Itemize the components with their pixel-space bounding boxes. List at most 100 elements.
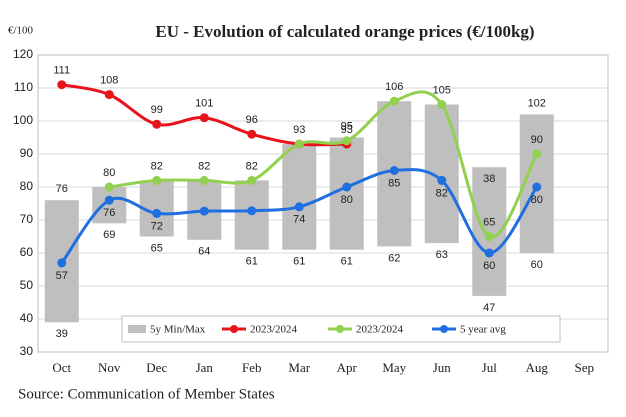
point (294, 202, 304, 212)
point (104, 90, 114, 100)
point (484, 232, 494, 241)
data-label: 85 (388, 177, 400, 189)
data-label: 111 (53, 65, 70, 77)
legend-label: 5 year avg (460, 324, 506, 336)
y-tick-label: 60 (20, 245, 34, 259)
range-bar (92, 187, 127, 224)
min-label: 39 (56, 328, 68, 340)
x-tick-label: Jul (482, 360, 498, 375)
source: Source: Communication of Member States (18, 386, 275, 402)
min-label: 60 (531, 259, 543, 271)
range-bar (282, 144, 317, 250)
data-label: 60 (483, 260, 495, 272)
legend-swatch (128, 325, 146, 333)
max-label: 102 (528, 97, 546, 109)
y-tick-label: 120 (13, 47, 33, 61)
point (152, 208, 162, 218)
annotation: 38 (483, 173, 495, 185)
data-label: 80 (103, 167, 115, 179)
data-label: 82 (246, 160, 258, 172)
point (199, 175, 209, 185)
y-tick-label: 50 (20, 278, 34, 292)
data-label: 80 (531, 194, 543, 206)
y-tick-label: 100 (13, 113, 33, 127)
legend-swatch (440, 325, 448, 333)
y-tick-label: 70 (20, 212, 34, 226)
legend-label: 2023/2024 (356, 324, 404, 336)
point (532, 149, 542, 159)
point (199, 206, 209, 216)
data-label: 101 (195, 98, 213, 110)
point (104, 195, 114, 205)
legend-swatch (336, 325, 344, 333)
data-label: 108 (100, 75, 118, 87)
x-tick-label: Jan (196, 360, 214, 375)
data-label: 72 (151, 220, 163, 232)
y-tick-label: 40 (20, 311, 34, 325)
point (342, 182, 352, 192)
point (389, 166, 399, 175)
max-label: 76 (56, 183, 68, 195)
min-label: 69 (103, 229, 115, 241)
x-tick-label: Mar (288, 360, 310, 375)
y-tick-label: 30 (20, 344, 34, 358)
min-label: 64 (198, 246, 210, 258)
data-label: 82 (151, 160, 163, 172)
data-label: 99 (151, 104, 163, 116)
point (294, 139, 304, 149)
data-label: 105 (433, 84, 451, 96)
x-tick-label: Jun (433, 360, 452, 375)
y-axis-label: €/100 (8, 25, 34, 37)
data-label: 93 (341, 124, 353, 136)
min-label: 62 (388, 252, 400, 264)
point (532, 182, 542, 192)
min-label: 61 (341, 256, 353, 268)
point (104, 182, 114, 192)
point (247, 206, 257, 216)
data-label: 82 (436, 187, 448, 199)
data-label: 57 (56, 270, 68, 282)
chart-title: EU - Evolution of calculated orange pric… (155, 22, 534, 41)
legend-label: 5y Min/Max (150, 324, 206, 336)
y-tick-label: 80 (20, 179, 34, 193)
y-tick-label: 110 (14, 80, 33, 94)
point (484, 248, 494, 258)
x-tick-label: Feb (242, 360, 262, 375)
point (437, 175, 447, 185)
data-label: 106 (385, 81, 403, 93)
min-label: 47 (483, 302, 495, 314)
x-tick-label: Aug (526, 360, 549, 375)
data-label: 90 (531, 134, 543, 146)
x-tick-label: Sep (575, 360, 595, 375)
x-tick-label: Dec (146, 360, 167, 375)
point (152, 175, 162, 185)
max-label: 95 (341, 120, 353, 132)
point (389, 96, 399, 106)
min-label: 63 (436, 249, 448, 261)
data-label: 74 (293, 214, 305, 226)
range-bar (329, 137, 364, 250)
point (57, 80, 67, 90)
data-label: 80 (341, 194, 353, 206)
legend-label: 2023/2024 (250, 324, 298, 336)
data-label: 93 (293, 124, 305, 136)
x-tick-label: May (382, 360, 406, 375)
point (57, 258, 67, 268)
point (247, 129, 257, 139)
point (342, 136, 352, 146)
legend-swatch (230, 325, 238, 333)
plot-border (37, 54, 609, 353)
data-label: 65 (483, 216, 495, 228)
min-label: 61 (293, 256, 305, 268)
min-label: 61 (246, 256, 258, 268)
point (247, 175, 257, 185)
point (437, 100, 447, 109)
point (199, 113, 209, 123)
data-label: 82 (198, 160, 210, 172)
point (152, 119, 162, 129)
min-label: 65 (151, 242, 163, 254)
data-label: 96 (246, 114, 258, 126)
x-tick-label: Nov (98, 360, 121, 375)
x-tick-label: Apr (337, 360, 358, 375)
